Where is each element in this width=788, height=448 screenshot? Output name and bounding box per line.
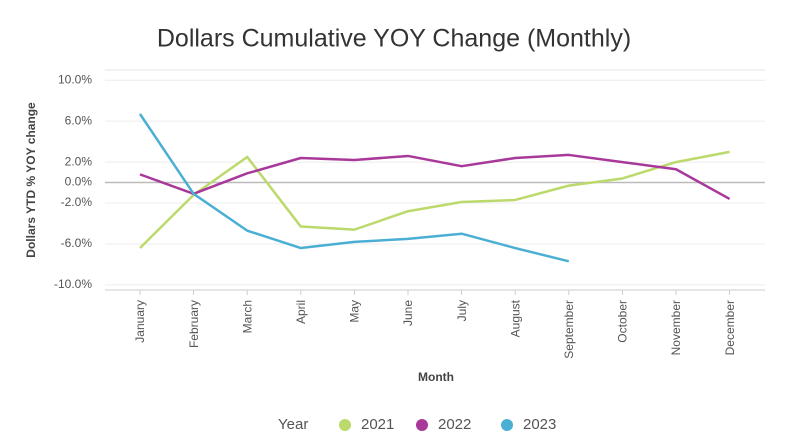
legend-label: 2021 [361, 416, 394, 433]
x-tick-label: November [669, 300, 683, 355]
x-tick-label: January [133, 300, 147, 343]
series-line [138, 113, 570, 263]
legend-swatch [416, 419, 428, 431]
y-tick-label: 6.0% [65, 113, 93, 127]
series-line [139, 153, 731, 201]
legend-label: 2023 [523, 416, 556, 433]
x-tick-label: May [348, 300, 362, 323]
x-tick-label: August [508, 299, 522, 337]
x-tick-label: March [240, 300, 254, 333]
legend-swatch [501, 419, 513, 431]
y-tick-label: -10.0% [54, 277, 92, 291]
x-tick-label: October [616, 300, 630, 343]
series-line [139, 150, 730, 249]
y-tick-label: 10.0% [58, 72, 92, 86]
y-tick-label: 2.0% [65, 154, 93, 168]
x-tick-label: June [401, 300, 415, 326]
legend-label: 2022 [438, 416, 471, 433]
legend-title: Year [278, 416, 308, 433]
x-tick-label: April [294, 300, 308, 324]
y-tick-label: -2.0% [61, 195, 93, 209]
y-tick-label: 0.0% [65, 175, 93, 189]
x-axis-title: Month [418, 370, 454, 384]
x-tick-label: December [723, 300, 737, 355]
y-tick-label: -6.0% [61, 236, 93, 250]
x-tick-label: February [187, 300, 201, 348]
legend-swatch [339, 419, 351, 431]
x-tick-label: July [455, 300, 469, 321]
x-tick-label: September [562, 300, 576, 359]
chart-title: Dollars Cumulative YOY Change (Monthly) [157, 25, 631, 53]
y-axis-title: Dollars YTD % YOY change [24, 102, 38, 258]
